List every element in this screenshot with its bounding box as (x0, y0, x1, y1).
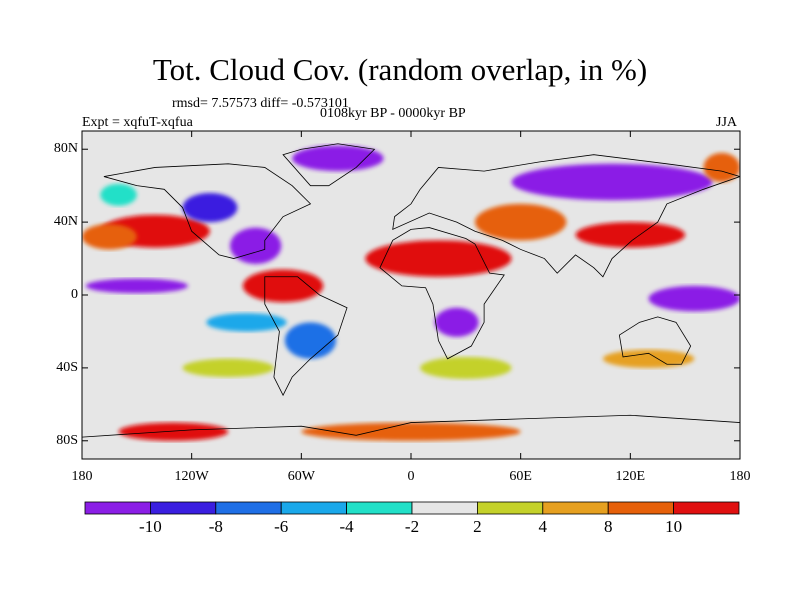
x-tick-label: 120W (174, 469, 209, 484)
anomaly-region (703, 152, 740, 183)
coastline-antarctica (82, 414, 740, 459)
anomaly-region (284, 322, 337, 359)
colorbar-label: -4 (339, 517, 354, 536)
y-tick-label: 80S (56, 432, 78, 448)
x-tick-label: 0 (407, 469, 415, 484)
coastline-south-america (264, 276, 348, 397)
anomaly-region (301, 422, 521, 441)
rmsd-subtitle: rmsd= 7.57573 diff= -0.573101 (172, 96, 349, 111)
colorbar-swatch (346, 501, 413, 515)
anomaly-region (100, 183, 137, 206)
colorbar-label: -10 (139, 517, 162, 536)
anomaly-region (118, 422, 229, 441)
x-tick-label: 60W (287, 469, 315, 484)
colorbar-swatch (215, 501, 282, 515)
colorbar (84, 501, 740, 515)
colorbar-label: -2 (404, 517, 420, 536)
x-tick-label: 180 (729, 469, 751, 484)
anomaly-region (230, 227, 282, 265)
y-tick-label: 80N (53, 141, 78, 157)
colorbar-label: 8 (603, 517, 613, 536)
colorbar-swatch (607, 501, 675, 515)
colorbar-label: 10 (665, 517, 683, 536)
colorbar-label: -8 (208, 517, 223, 536)
anomaly-region (82, 223, 137, 250)
anomaly-region (511, 163, 713, 201)
anomaly-region (474, 203, 567, 241)
colorbar-swatch (411, 501, 478, 515)
period-label: 0108kyr BP - 0000kyr BP (320, 106, 466, 121)
axis-ticks (81, 131, 741, 459)
x-tick-label: 120E (615, 469, 646, 484)
coastline-north-america (103, 163, 312, 259)
coastlines (82, 143, 740, 459)
anomaly-region (206, 313, 287, 332)
colorbar-swatch (476, 501, 544, 515)
colorbar-swatch (84, 501, 151, 515)
anomaly-region (242, 269, 324, 303)
coastline-africa (379, 227, 505, 360)
y-tick-label: 0 (71, 287, 78, 302)
anomaly-region (292, 145, 384, 172)
colorbar-label: 4 (538, 517, 548, 536)
colorbar-label: 2 (473, 517, 482, 536)
colorbar-swatch (542, 501, 609, 515)
coastline-greenland (282, 143, 376, 187)
anomaly-region (420, 356, 512, 379)
colorbar-label: -6 (274, 517, 289, 536)
anomaly-region (182, 358, 274, 377)
anomaly-region (182, 192, 238, 223)
coastline-australia (618, 316, 692, 365)
x-tick-label: 60E (509, 469, 532, 484)
map-field (82, 131, 740, 459)
anomaly-region (434, 307, 479, 337)
colorbar-swatch (149, 501, 217, 515)
experiment-label: Expt = xqfuT-xqfua (82, 115, 193, 130)
anomaly-region (648, 285, 740, 312)
colorbar-swatch (280, 501, 348, 515)
colorbar-swatch (673, 501, 740, 515)
y-tick-label: 40S (56, 359, 78, 375)
coastline-eurasia (392, 154, 740, 278)
x-tick-label: 180 (71, 469, 93, 484)
anomaly-region (365, 240, 512, 277)
plot-title: Tot. Cloud Cov. (random overlap, in %) (152, 52, 648, 87)
anomaly-region (575, 222, 686, 248)
season-label: JJA (716, 115, 738, 130)
anomaly-region (602, 349, 695, 368)
y-tick-label: 40N (53, 214, 78, 230)
anomaly-region (85, 278, 189, 294)
